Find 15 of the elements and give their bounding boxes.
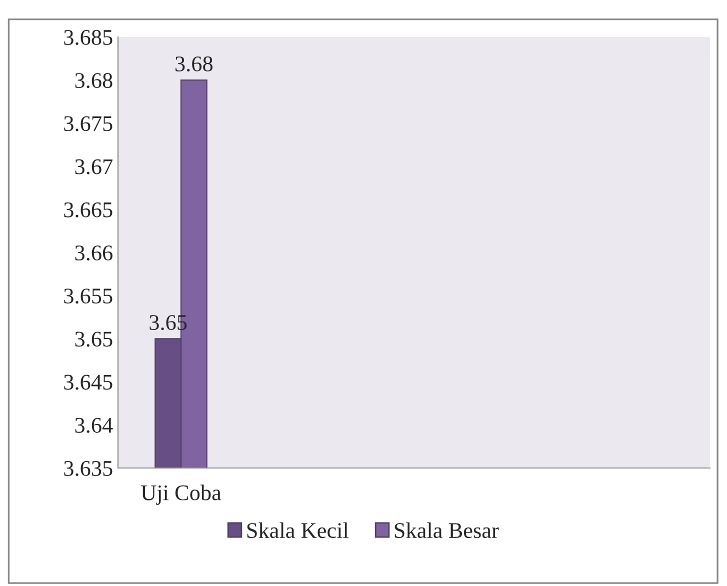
y-tick-label: 3.685 — [64, 30, 112, 46]
y-tick-label: 3.645 — [64, 374, 112, 390]
y-tick-label: 3.655 — [64, 288, 112, 304]
y-tick-label: 3.65 — [75, 332, 112, 347]
y-tick-label: 3.68 — [75, 73, 112, 88]
x-tick-label: Uji Coba — [141, 484, 222, 505]
data-label: 3.68 — [176, 56, 213, 72]
y-tick-label: 3.66 — [75, 245, 112, 261]
y-tick-label: 3.665 — [64, 202, 112, 218]
legend-label: Skala Kecil — [247, 522, 348, 538]
y-tick-label: 3.675 — [64, 116, 112, 132]
y-tick-label: 3.635 — [64, 460, 112, 476]
y-tick-label: 3.64 — [75, 418, 113, 433]
y-tick-label: 3.67 — [75, 159, 112, 174]
legend-label: Skala Besar — [394, 522, 499, 538]
